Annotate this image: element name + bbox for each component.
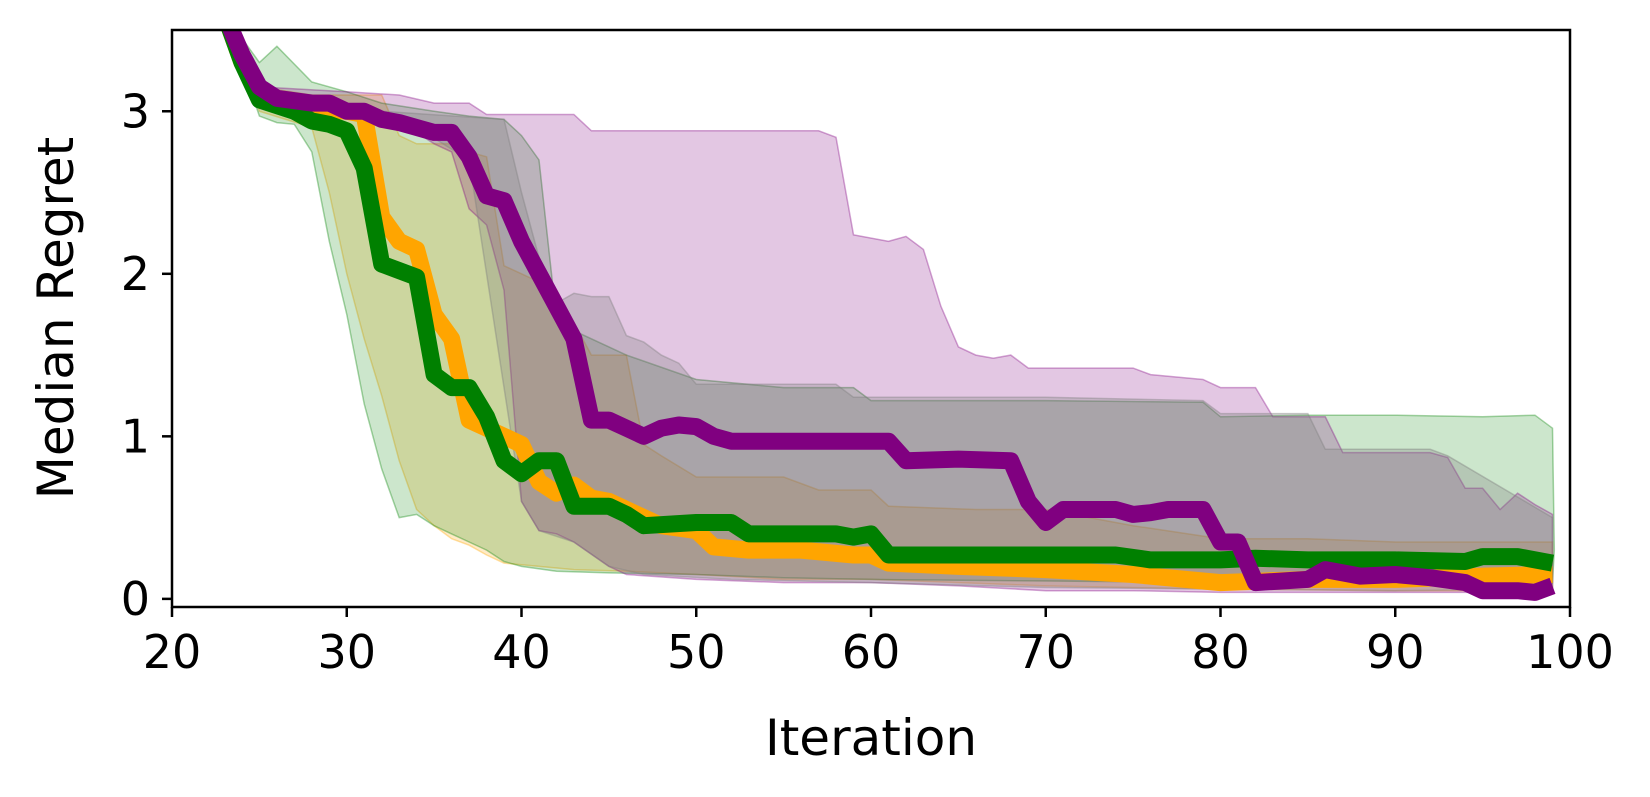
x-tick-label: 90 bbox=[1366, 625, 1425, 679]
y-axis: 0 1 2 3 bbox=[121, 84, 172, 626]
y-tick-label: 1 bbox=[121, 409, 150, 463]
x-tick-label: 60 bbox=[842, 625, 901, 679]
x-tick-label: 100 bbox=[1526, 625, 1614, 679]
band-2 bbox=[230, 30, 1554, 594]
y-tick-label: 3 bbox=[121, 84, 150, 138]
x-tick-label: 30 bbox=[317, 625, 376, 679]
confidence-bands bbox=[229, 30, 1556, 594]
y-axis-label: Median Regret bbox=[27, 137, 85, 500]
x-tick-label: 20 bbox=[143, 625, 202, 679]
x-tick-label: 50 bbox=[667, 625, 726, 679]
x-axis: 20 30 40 50 60 70 80 90 100 bbox=[143, 607, 1614, 679]
y-tick-label: 0 bbox=[121, 572, 150, 626]
band-overlap bbox=[380, 110, 1554, 592]
median-lines bbox=[221, 30, 1556, 601]
x-tick-label: 80 bbox=[1191, 625, 1250, 679]
x-tick-label: 70 bbox=[1016, 625, 1075, 679]
band-1 bbox=[229, 30, 1556, 584]
y-tick-label: 2 bbox=[121, 247, 150, 301]
x-tick-label: 40 bbox=[492, 625, 551, 679]
median-line-1 bbox=[221, 30, 1555, 572]
median-line-2 bbox=[222, 30, 1556, 601]
x-axis-label: Iteration bbox=[765, 709, 977, 767]
